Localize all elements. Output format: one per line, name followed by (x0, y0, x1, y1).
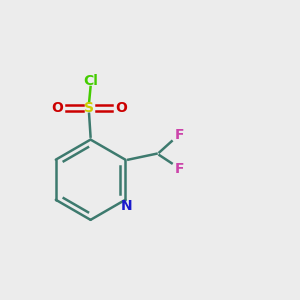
Text: N: N (120, 199, 132, 213)
Text: F: F (175, 162, 184, 176)
Text: O: O (51, 101, 63, 116)
Text: S: S (84, 101, 94, 116)
Text: F: F (175, 128, 184, 142)
Text: O: O (115, 101, 127, 116)
Text: Cl: Cl (84, 74, 99, 88)
